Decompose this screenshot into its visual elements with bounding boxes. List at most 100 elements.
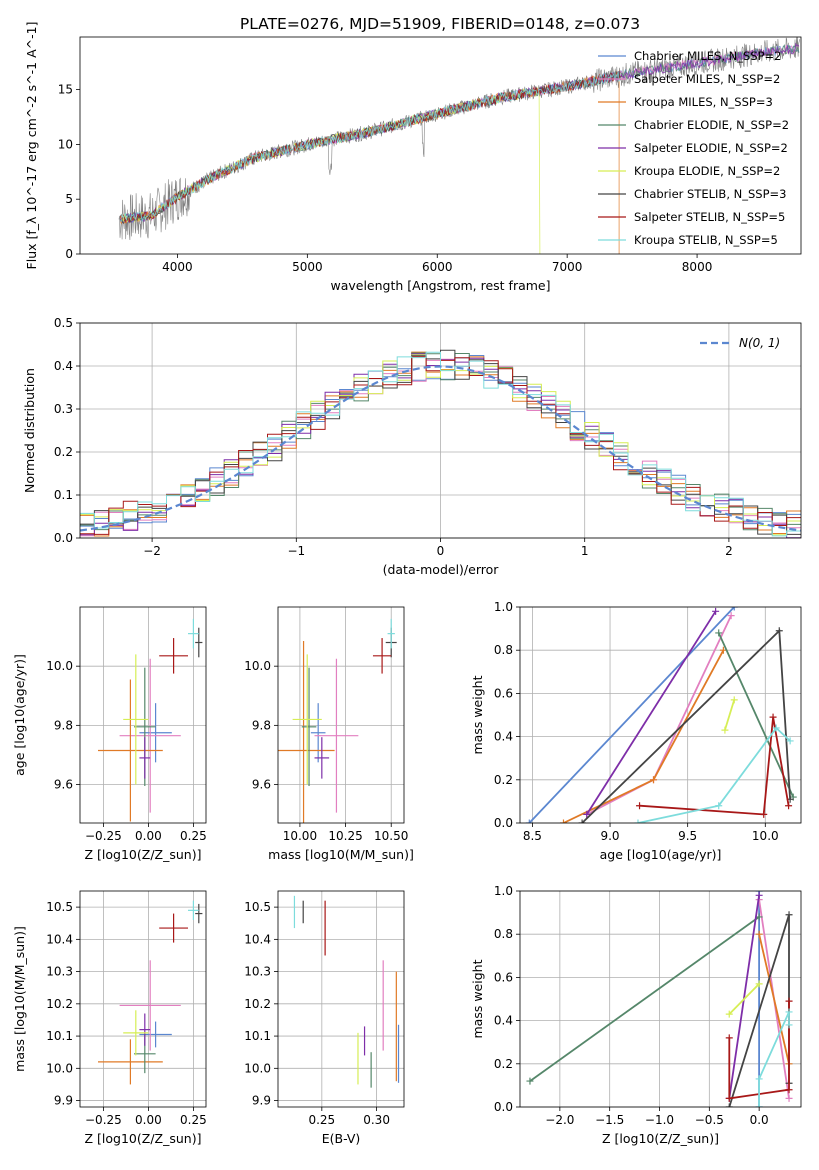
axes-frame [519,890,802,1108]
weight-marker-salpeter_miles [785,1094,793,1102]
axes-frame [519,606,802,824]
model-line-kroupa_miles [119,69,620,254]
weight-marker-salpeter_stelib [760,810,768,818]
plot-area [525,607,797,823]
x-axis-label: (data-model)/error [383,562,500,577]
weight-marker-salpeter_stelib [785,802,793,810]
axes-frame [79,606,207,824]
x-tick-label: 10.50 [374,829,408,843]
x-tick-label: 0.30 [363,1113,390,1127]
weight-line-kroupa_stelib [758,1011,790,1107]
y-tick-label: 1.0 [494,600,513,614]
x-tick-label: 10.25 [328,829,362,843]
x-axis-label: age [log10(age/yr)] [600,847,722,862]
plot-area [98,618,203,822]
weight-marker-chabrier_stelib [725,1103,733,1107]
x-tick-label: 0.25 [180,829,207,843]
figure-title: PLATE=0276, MJD=51909, FIBERID=0148, z=0… [240,15,640,33]
x-tick-label: 0.0 [750,1113,769,1127]
weight-marker-salpeter_elodie [755,891,763,899]
weight-line-chabrier_miles [528,607,735,823]
axes-frame [277,606,405,824]
y-tick-label: 0.0 [54,531,73,545]
x-axis-label: Z [log10(Z/Z_sun)] [85,1131,202,1146]
x-tick-label: 5000 [292,260,323,274]
weight-marker-kroupa_miles [559,819,567,823]
y-tick-label: 9.8 [54,718,73,732]
weight-marker-kroupa_stelib [785,1021,793,1029]
x-tick-label: 1 [581,544,589,558]
weight-marker-salpeter_stelib [725,1034,733,1042]
x-tick-label: 9.0 [600,829,619,843]
weight-marker-chabrier_miles [525,819,533,823]
axes-frame [79,322,802,539]
plot-area [293,895,400,1088]
weight-marker-kroupa_elodie [725,1010,733,1018]
weight-marker-kroupa_stelib [755,1075,763,1083]
x-tick-label: 8000 [682,260,713,274]
x-tick-label: 10.0 [752,829,779,843]
y-tick-label: 0.4 [54,359,73,373]
x-tick-label: 7000 [552,260,583,274]
weight-marker-kroupa_elodie [721,726,729,734]
weight-marker-salpeter_stelib [769,713,777,721]
y-tick-label: 10.5 [244,900,271,914]
panel-age_vs_mass: 10.00 10.25 10.50 9.6 9.8 10.0 mass [log10(M/M… [244,606,414,862]
y-tick-label: 0.1 [54,488,73,502]
legend-label: N(0, 1) [739,336,780,350]
y-tick-label: 10.2 [46,997,73,1011]
weight-marker-kroupa_stelib [772,724,780,732]
plot-area [80,349,801,538]
weight-line-chabrier_stelib [581,628,791,823]
legend-label: Kroupa STELIB, N_SSP=5 [634,233,778,247]
weight-marker-kroupa_stelib [755,1103,763,1107]
normal-curve [80,365,801,532]
plot-area [526,891,793,1107]
weight-line-kroupa_miles [758,933,790,1065]
y-tick-label: 0.8 [494,927,513,941]
y-tick-label: 0.8 [494,643,513,657]
panel-weight_vs_age: 8.5 9.0 9.5 10.0 0.0 0.2 0.4 0.6 0.8 1.0 age [log1… [470,600,802,862]
y-tick-label: 0.2 [494,773,513,787]
weight-marker-chabrier_elodie [715,629,723,637]
axes-frame [79,36,802,255]
y-tick-label: 9.9 [54,1094,73,1108]
weight-line-salpeter_elodie [728,895,760,1099]
x-tick-label: −1.5 [595,1113,624,1127]
x-axis-label: mass [log10(M/M_sun)] [268,847,414,862]
weight-marker-kroupa_miles [650,776,658,784]
weight-line-chabrier_elodie [717,632,795,798]
y-tick-label: 10.0 [244,659,271,673]
model-line-kroupa_stelib [120,71,622,223]
legend-label: Chabrier STELIB, N_SSP=3 [634,187,786,201]
x-tick-label: 0.25 [308,1113,335,1127]
weight-marker-chabrier_miles [730,607,738,611]
weight-marker-chabrier_elodie [526,1077,534,1085]
x-tick-label: 0 [437,544,445,558]
y-tick-label: 9.6 [252,778,271,792]
y-tick-label: 10.0 [46,659,73,673]
x-tick-label: 6000 [422,260,453,274]
y-tick-label: 0 [65,247,73,261]
y-tick-label: 10 [58,137,73,151]
y-axis-label: age [log10(age/yr)] [12,654,27,776]
legend-label: Chabrier MILES, N_SSP=2 [634,49,781,63]
y-tick-label: 10.0 [46,1061,73,1075]
y-tick-label: 5 [65,192,73,206]
histogram-kroupa_stelib [80,351,801,537]
y-tick-label: 15 [58,83,73,97]
weight-line-chabrier_elodie [529,916,760,1082]
y-axis-label: mass weight [470,675,485,754]
panel-spectrum: 4000 5000 6000 7000 8000 0 5 10 15 wavelength [An… [24,22,802,293]
y-axis-label: mass [log10(M/M_sun)] [12,926,27,1072]
x-axis-label: wavelength [Angstrom, rest frame] [330,278,550,293]
weight-marker-kroupa_stelib [715,802,723,810]
y-tick-label: 9.6 [54,778,73,792]
panel-age_vs_Z: −0.25 0.00 0.25 9.6 9.8 10.0 Z [log10(Z/Z_sun)… [12,606,207,862]
y-tick-label: 1.0 [494,884,513,898]
x-tick-label: 0.00 [135,1113,162,1127]
legend-label: Kroupa MILES, N_SSP=3 [634,95,773,109]
y-axis-label: mass weight [470,959,485,1038]
x-tick-label: −1.0 [645,1113,674,1127]
